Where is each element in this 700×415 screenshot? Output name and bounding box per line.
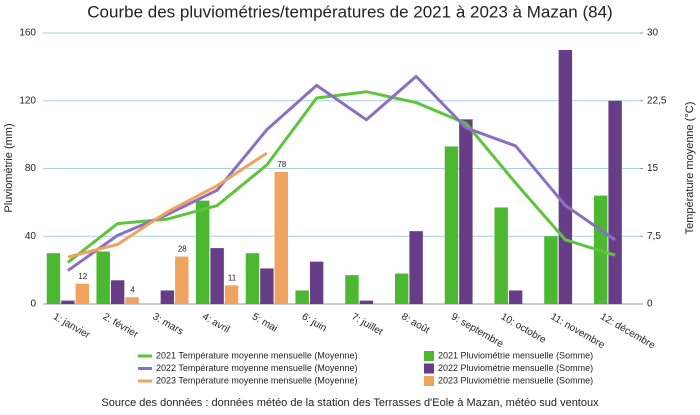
- legend-label: 2021 Température moyenne mensuelle (Moye…: [156, 350, 357, 360]
- data-label: 12: [78, 272, 87, 281]
- bar: [459, 119, 473, 304]
- x-tick-label: 4: avril: [200, 311, 231, 335]
- bar: [210, 248, 224, 304]
- bar: [110, 280, 125, 304]
- x-tick-label: 11: novembre: [549, 311, 607, 351]
- y2-tick-label: 30: [647, 28, 659, 39]
- bar: [508, 290, 523, 304]
- line: [66, 90, 616, 264]
- legend-label: 2022 Pluviométrie mensuelle (Somme): [438, 363, 593, 373]
- legend-label: 2021 Pluviométrie mensuelle (Somme): [438, 350, 593, 360]
- x-tick-label: 2: février: [101, 311, 141, 340]
- bar: [125, 297, 139, 304]
- bar: [608, 100, 622, 304]
- y-tick-label: 160: [19, 28, 36, 39]
- bar: [345, 275, 359, 304]
- bar: [46, 253, 61, 304]
- line: [67, 74, 616, 272]
- bar: [295, 290, 309, 304]
- data-label: 4: [130, 285, 135, 294]
- legend-label: 2022 Température moyenne mensuelle (Moye…: [156, 363, 357, 373]
- y2-tick-label: 7,5: [647, 231, 661, 242]
- x-tick-label: 10: octobre: [499, 311, 548, 346]
- y2-tick-label: 15: [647, 163, 659, 174]
- bar: [260, 268, 274, 304]
- chart-title: Courbe des pluviométries/températures de…: [87, 2, 612, 21]
- bar: [544, 236, 558, 304]
- bar: [394, 273, 409, 304]
- x-tick-label: 3: mars: [151, 311, 185, 337]
- bar: [61, 300, 75, 304]
- bar: [96, 251, 110, 304]
- source-note: Source des données : données météo de la…: [101, 397, 599, 409]
- data-label: 78: [277, 160, 286, 169]
- y2-tick-label: 22,5: [647, 95, 667, 106]
- legend-swatch: [424, 363, 434, 374]
- bar: [75, 283, 90, 304]
- bar: [409, 231, 423, 304]
- x-tick-label: 12: décembre: [598, 311, 657, 351]
- bar: [175, 256, 189, 304]
- bar: [195, 200, 210, 304]
- legend-label: 2023 Température moyenne mensuelle (Moye…: [156, 375, 357, 385]
- legend-label: 2023 Pluviométrie mensuelle (Somme): [438, 375, 593, 385]
- y-tick-label: 0: [30, 299, 36, 310]
- x-tick-label: 1: janvier: [51, 311, 92, 341]
- y-tick-label: 120: [19, 95, 36, 106]
- bar: [245, 253, 260, 304]
- x-tick-label: 6: juin: [300, 311, 329, 334]
- y-tick-label: 80: [25, 163, 37, 174]
- line: [67, 151, 268, 259]
- bar: [309, 261, 324, 304]
- y2-axis-title: Température moyenne (°C): [684, 102, 696, 235]
- bar: [494, 207, 508, 304]
- bar: [444, 146, 459, 304]
- legend-swatch: [424, 351, 434, 361]
- bar: [224, 285, 239, 304]
- y2-tick-label: 0: [647, 299, 653, 310]
- y-tick-label: 40: [25, 231, 37, 242]
- x-tick-label: 7: juillet: [350, 311, 385, 338]
- data-label: 28: [178, 245, 187, 254]
- legend-swatch: [424, 376, 434, 386]
- bar: [160, 290, 175, 304]
- x-tick-label: 5: mai: [250, 311, 279, 334]
- bar: [359, 300, 374, 304]
- y-axis-title: Pluviométrie (mm): [3, 123, 15, 212]
- x-tick-label: 9: septembre: [449, 311, 505, 350]
- data-label: 11: [228, 273, 237, 282]
- x-tick-label: 8: août: [399, 311, 431, 336]
- bar: [558, 49, 573, 304]
- bar: [274, 171, 289, 304]
